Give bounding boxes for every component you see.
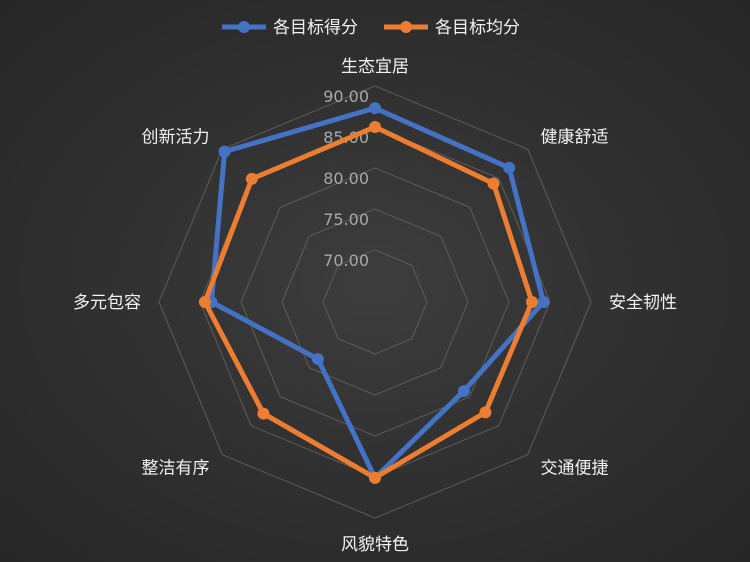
category-label-6: 多元包容 [73,293,141,313]
data-point-1-5 [257,407,270,420]
series-line-0 [208,105,546,481]
data-point-0-0 [369,102,381,115]
grid-ring-0 [322,249,428,355]
data-point-1-2 [525,296,538,308]
legend-marker-0 [238,21,250,33]
category-label-1: 健康舒适 [540,128,608,148]
grid-ring-4 [158,85,592,519]
data-point-0-2 [537,296,550,308]
series-1 [198,121,538,484]
legend-label-0: 各目标得分 [273,18,358,38]
tick-label-1: 75.00 [323,210,369,229]
data-point-1-7 [245,172,258,185]
legend-item-1: 各目标均分 [384,18,520,38]
data-point-1-1 [487,177,500,190]
legend: 各目标得分 各目标均分 [222,18,520,38]
data-point-1-4 [369,471,381,484]
legend-item-0: 各目标得分 [222,18,358,38]
tick-label-2: 80.00 [323,169,369,188]
legend-label-1: 各目标均分 [435,18,520,38]
category-label-0: 生态宜居 [341,57,409,77]
category-label-5: 整洁有序 [142,458,210,478]
tick-label-0: 70.00 [323,251,369,270]
series-layer [198,102,550,484]
category-label-4: 风貌特色 [341,535,409,555]
data-point-1-3 [479,406,492,419]
data-point-1-0 [369,121,381,133]
data-point-0-3 [457,384,470,397]
grid-ring-2 [240,167,510,437]
data-point-0-7 [218,145,231,158]
category-label-2: 安全韧性 [609,293,677,313]
tick-label-4: 90.00 [323,87,369,106]
data-point-0-1 [503,161,516,174]
data-point-0-5 [311,353,324,366]
data-point-1-6 [198,296,211,308]
category-label-7: 创新活力 [142,128,210,148]
grid-ring-1 [281,208,469,396]
category-label-3: 交通便捷 [540,458,608,478]
legend-marker-1 [400,21,412,33]
